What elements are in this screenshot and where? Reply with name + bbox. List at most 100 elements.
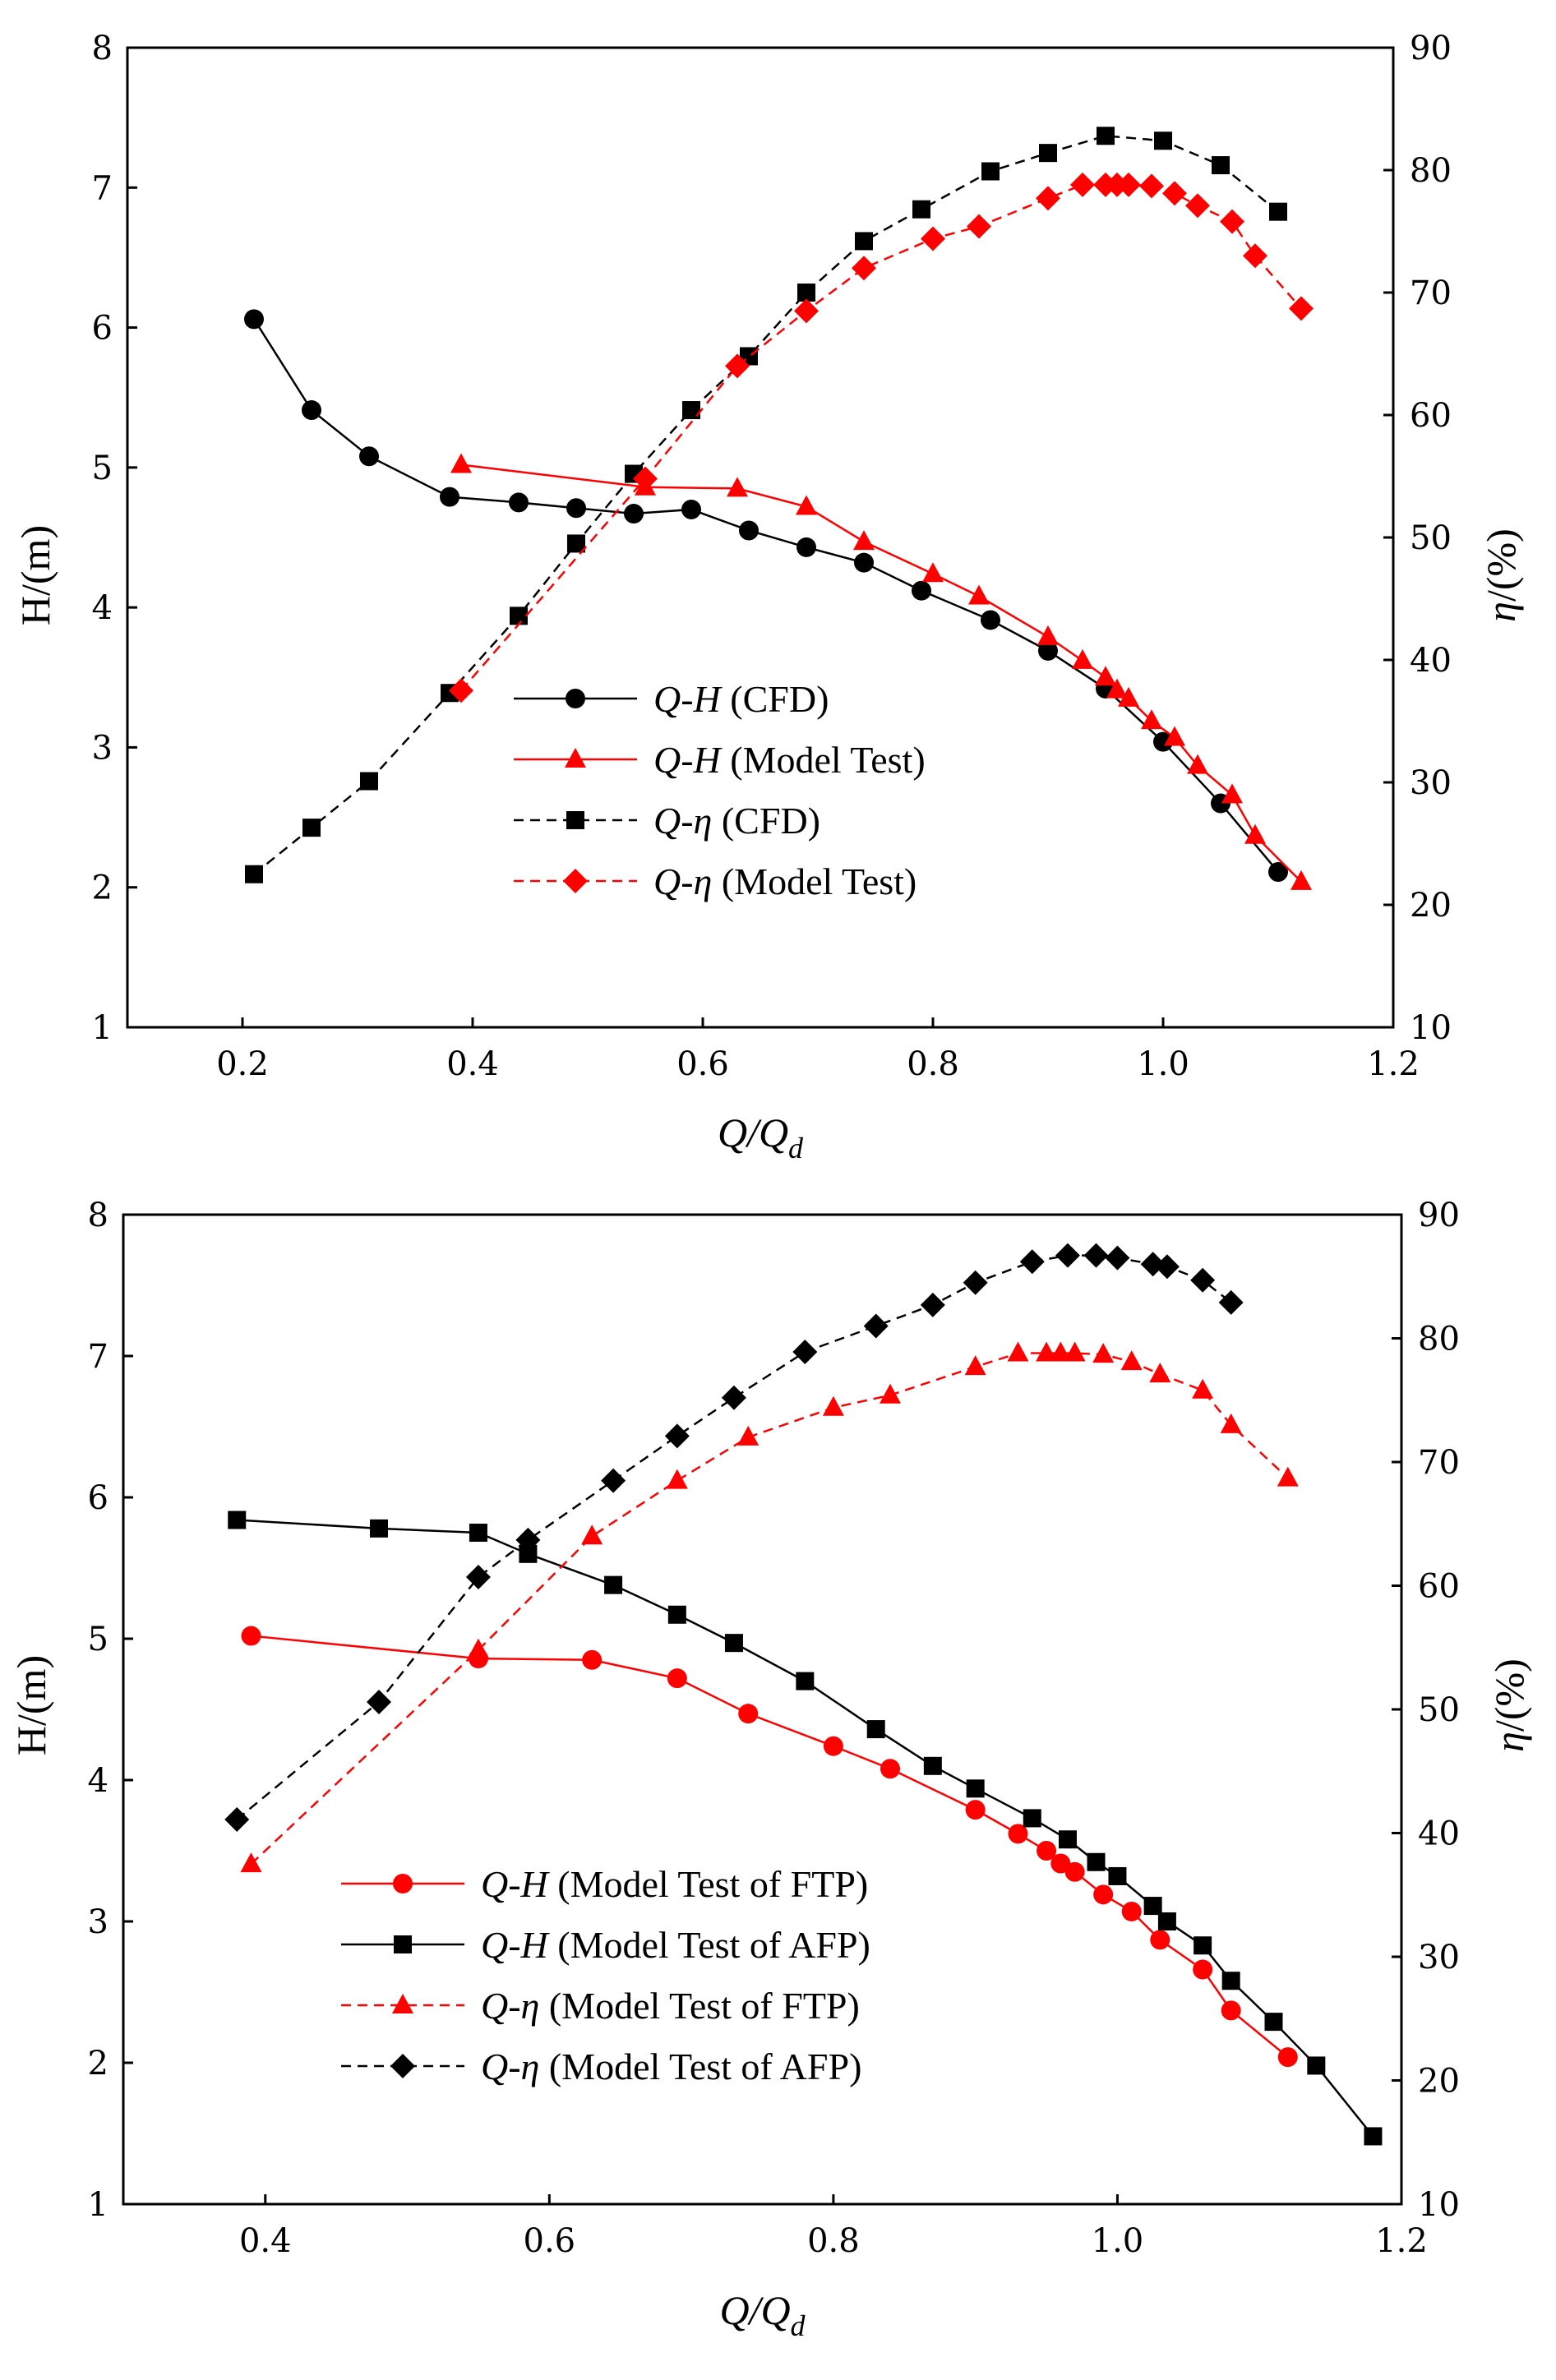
series-1-point [1194,1936,1212,1955]
series-2-point [964,1355,986,1376]
legend-2-label-desc: (Model Test of FTP) [539,1985,859,2027]
series-0-point [667,1668,687,1689]
series-3-point [367,1689,391,1714]
legend-2-label: Q-η (CFD) [653,800,820,842]
series-2-point [240,1852,262,1873]
legend-2-label: Q-η (Model Test of FTP) [481,1985,860,2027]
y-left-tick-label: 3 [88,1903,109,1941]
series-0-point [1150,1930,1170,1950]
series-1-line [237,1519,1374,2138]
series-3-point [967,214,991,239]
series-1-point [1143,1897,1162,1916]
series-1-point [1058,1830,1077,1849]
series-3-point [1139,173,1164,199]
series-3-point [863,1313,889,1339]
series-2-point [1039,144,1057,163]
series-2-point [1120,1350,1143,1371]
series-0-point [1193,1959,1213,1980]
series-1-point [604,1575,623,1594]
y-right-tick-label: 70 [1418,1444,1460,1482]
series-2-point [510,607,528,625]
series-1-point [1072,648,1093,669]
series-1-point [1307,2056,1326,2075]
series-3-point [963,1270,988,1295]
series-2-point [467,1638,489,1658]
series-0-point [981,610,1000,630]
series-0-point [1221,2000,1241,2021]
x-tick-label: 1.0 [1092,2222,1144,2260]
series-1-point [1244,823,1266,844]
y-left-tick-label: 4 [92,589,113,627]
y-left-tick-label: 7 [88,1338,109,1376]
series-0-point [582,1649,603,1670]
series-3-point [515,1527,541,1552]
y-left-tick-label: 8 [88,1197,109,1234]
x-tick-label: 0.6 [676,1045,729,1083]
series-2-point [1149,1363,1171,1383]
series-0-point [302,400,321,421]
series-2-point [1220,1413,1242,1433]
series-3-point [1218,1289,1244,1315]
legend-0-marker [566,689,585,708]
series-2-point [1092,1343,1115,1363]
series-0-point [1121,1901,1142,1921]
series-0-point [509,492,529,513]
series-1-point [1037,625,1059,645]
series-0-point [1268,861,1288,882]
y-right-title: η/(%) [1478,528,1524,622]
series-1-point [1106,678,1128,699]
series-1-point [667,1605,686,1624]
y-right-title-symbol: η [1486,1732,1532,1752]
series-2-point [302,819,321,837]
series-3-point [792,1340,818,1365]
y-right-title-unit: /(%) [1478,528,1524,602]
series-1-point [450,453,472,473]
y-right-tick-label: 20 [1418,2063,1460,2101]
series-1-point [1364,2127,1383,2146]
y-right-tick-label: 10 [1418,2186,1460,2224]
series-3-point [633,466,658,491]
series-1-point [1187,754,1208,774]
series-3-point [1243,243,1267,269]
series-3-point [1105,1245,1130,1271]
series-1-point [796,495,817,515]
y-right-tick-label: 20 [1410,887,1452,925]
series-3-point [664,1423,690,1449]
series-1-point [1023,1809,1041,1828]
series-2-point [360,772,378,791]
y-left-tick-label: 6 [88,1479,109,1517]
series-2-point [1036,1341,1058,1362]
series-0-point [681,499,701,519]
series-2-line [253,135,1279,875]
legend-3-label-desc: (Model Test of AFP) [539,2046,861,2087]
series-2-point [245,865,263,883]
series-3-point [852,256,876,281]
y-right-tick-label: 90 [1410,30,1452,67]
legend-2-label-desc: (CFD) [712,800,820,842]
legend-3-label-symbol: Q-η [653,860,712,902]
y-right-tick-label: 70 [1410,274,1452,312]
series-0-point [739,520,759,541]
series-3-point [794,298,819,324]
series-2-point [1064,1341,1086,1362]
legend-3-label: Q-η (Model Test of AFP) [481,2046,861,2087]
series-2-point [682,401,700,420]
series-0-point [912,580,931,601]
series-0-point [1064,1861,1085,1882]
legend-1-label: Q-H (Model Test of AFP) [481,1924,870,1966]
series-2-point [880,1383,901,1404]
x-title: Q/Qd [718,1109,804,1165]
series-3-point [449,678,473,703]
y-left-tick-label: 2 [88,2045,109,2082]
series-1-point [1264,2013,1283,2032]
series-0-point [796,537,816,557]
y-left-tick-label: 5 [92,450,113,487]
series-0-point [244,309,264,330]
chart-bottom: 0.4 0.6 0.8 1.0 1.2 1 2 3 4 5 6 7 8 10 20 30 40 50 60 70 80 9… [8,1197,1532,2342]
legend-0-label-symbol: Q-H [481,1863,551,1905]
x-tick-label: 0.8 [907,1045,959,1083]
legend-1-label-desc: (Model Test of AFP) [548,1924,870,1966]
series-1-point [727,477,748,497]
series-2-point [1154,131,1172,150]
series-1-point [1095,666,1116,686]
